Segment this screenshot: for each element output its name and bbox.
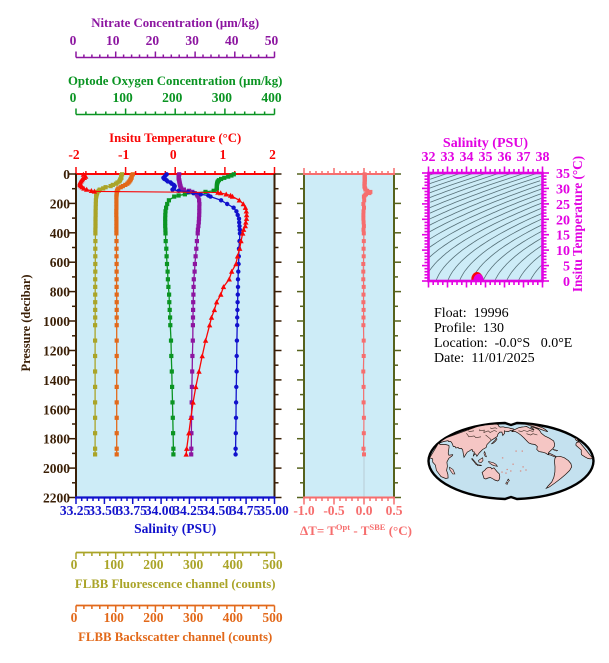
svg-text:Nitrate Concentration (μm/kg): Nitrate Concentration (μm/kg) [91,16,259,30]
svg-text:36: 36 [498,150,512,165]
svg-text:2000: 2000 [43,461,70,476]
svg-text:-1: -1 [118,147,129,162]
svg-text:34.50: 34.50 [202,503,233,518]
svg-text:0: 0 [563,275,570,290]
svg-text:38: 38 [536,150,550,165]
svg-text:800: 800 [50,285,71,300]
svg-text:0: 0 [63,167,70,182]
svg-text:FLBB Backscatter channel (coun: FLBB Backscatter channel (counts) [78,630,272,644]
svg-text:ΔT= TOpt - TSBE (°C): ΔT= TOpt - TSBE (°C) [300,522,412,538]
svg-text:Salinity (PSU): Salinity (PSU) [443,136,529,151]
svg-text:35.00: 35.00 [258,503,289,518]
svg-text:35: 35 [479,150,493,165]
svg-text:33.25: 33.25 [60,503,91,518]
svg-text:Salinity (PSU): Salinity (PSU) [134,521,216,536]
svg-text:0.5: 0.5 [386,503,403,518]
svg-text:34.00: 34.00 [145,503,176,518]
svg-text:2200: 2200 [43,491,70,506]
svg-text:100: 100 [112,90,133,105]
svg-text:Pressure (decibar): Pressure (decibar) [19,275,33,372]
svg-text:0.0: 0.0 [356,503,373,518]
svg-text:200: 200 [162,90,183,105]
svg-text:40: 40 [225,33,239,48]
svg-text:15: 15 [556,229,570,244]
svg-text:33.75: 33.75 [117,503,148,518]
svg-text:Optode Oxygen Concentration (μ: Optode Oxygen Concentration (μm/kg) [68,74,283,88]
svg-text:100: 100 [104,610,125,625]
svg-text:-1.0: -1.0 [293,503,315,518]
svg-text:30: 30 [556,182,570,197]
svg-text:1400: 1400 [43,373,70,388]
svg-text:20: 20 [556,213,570,228]
svg-text:37: 37 [517,150,531,165]
svg-text:Profile: 130: Profile: 130 [434,321,504,336]
svg-text:2: 2 [269,147,276,162]
svg-text:1000: 1000 [43,314,70,329]
svg-text:1: 1 [220,147,227,162]
svg-text:34.25: 34.25 [173,503,204,518]
svg-text:Date: 11/01/2025: Date: 11/01/2025 [434,351,535,366]
svg-text:33.50: 33.50 [88,503,119,518]
svg-text:Insitu Temperature (°C): Insitu Temperature (°C) [109,131,241,145]
svg-text:32: 32 [422,150,436,165]
svg-text:34.75: 34.75 [230,503,261,518]
svg-text:FLBB Fluorescence channel (cou: FLBB Fluorescence channel (counts) [75,577,276,591]
svg-text:0: 0 [170,147,177,162]
svg-text:0: 0 [71,610,78,625]
svg-text:400: 400 [223,610,244,625]
svg-text:33: 33 [441,150,455,165]
svg-text:600: 600 [50,255,71,270]
svg-text:34: 34 [460,150,474,165]
svg-text:30: 30 [185,33,199,48]
svg-text:200: 200 [143,557,164,572]
svg-text:100: 100 [104,557,125,572]
svg-text:500: 500 [262,610,283,625]
svg-text:400: 400 [50,226,71,241]
svg-text:400: 400 [261,90,282,105]
svg-text:-2: -2 [68,147,79,162]
svg-text:5: 5 [563,260,570,275]
svg-text:50: 50 [265,33,279,48]
svg-text:10: 10 [556,244,570,259]
svg-text:-0.5: -0.5 [323,503,345,518]
svg-text:400: 400 [223,557,244,572]
svg-text:1200: 1200 [43,344,70,359]
svg-text:Insitu Temperature (°C): Insitu Temperature (°C) [570,156,585,292]
svg-text:300: 300 [183,610,204,625]
svg-text:25: 25 [556,198,570,213]
svg-text:0: 0 [70,33,77,48]
svg-text:300: 300 [183,557,204,572]
svg-text:Location: -0.0°S 0.0°E: Location: -0.0°S 0.0°E [434,336,572,351]
svg-text:1600: 1600 [43,402,70,417]
svg-text:10: 10 [106,33,120,48]
svg-text:300: 300 [212,90,233,105]
svg-text:200: 200 [50,196,71,211]
svg-text:1800: 1800 [43,432,70,447]
svg-text:0: 0 [71,557,78,572]
svg-text:35: 35 [556,167,570,182]
svg-text:200: 200 [143,610,164,625]
svg-text:20: 20 [146,33,160,48]
svg-text:500: 500 [262,557,283,572]
svg-text:Float: 19996: Float: 19996 [434,306,509,321]
svg-text:0: 0 [70,90,77,105]
